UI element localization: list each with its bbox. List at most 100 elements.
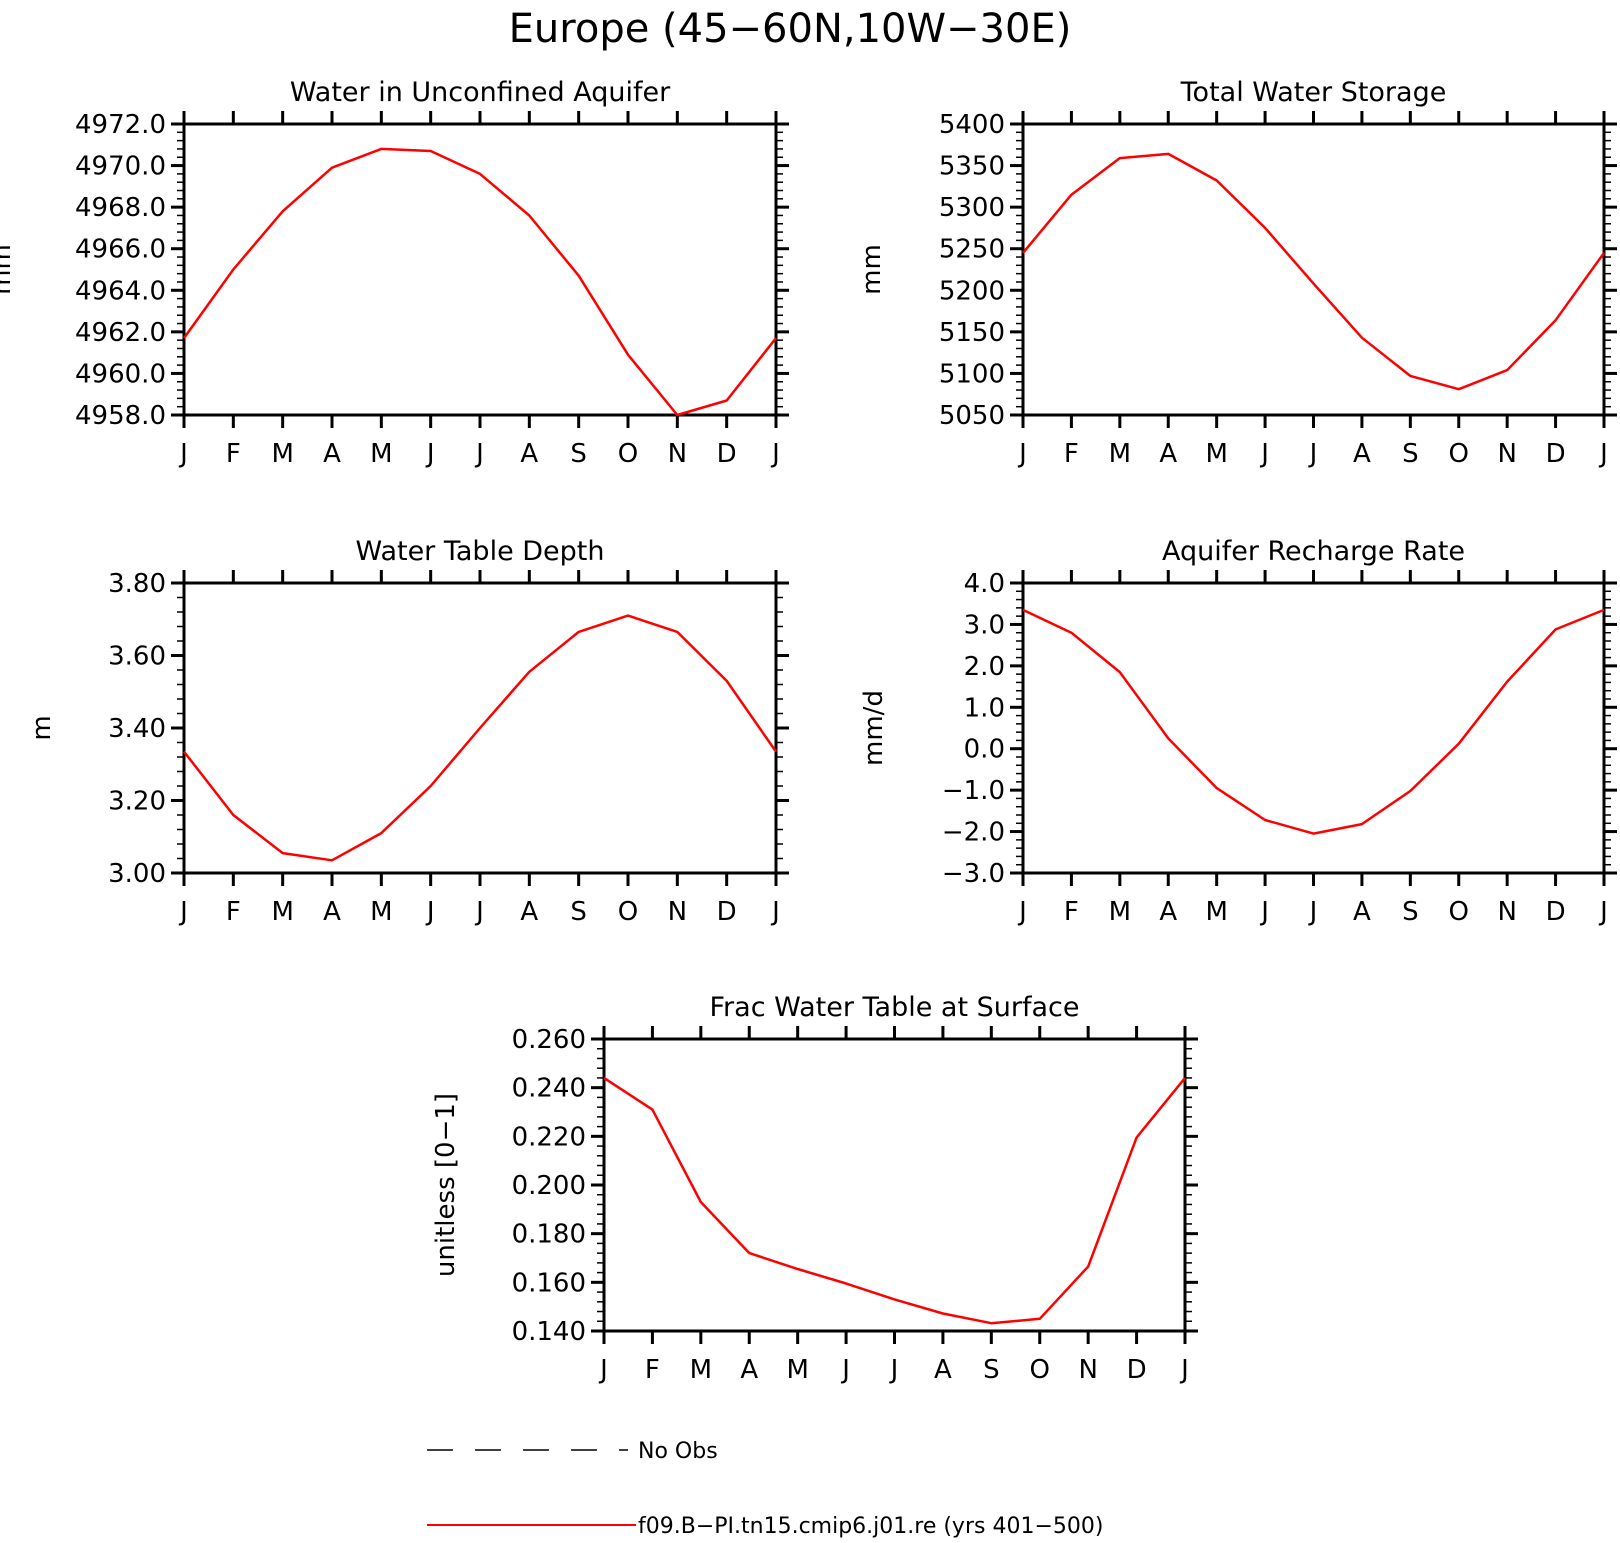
panel-title: Water Table Depth	[355, 536, 604, 567]
y-tick-label: 5100	[939, 359, 1005, 389]
y-tick-label: 0.140	[512, 1317, 586, 1347]
figure-title: Europe (45−60N,10W−30E)	[509, 6, 1072, 52]
plot-frame	[182, 122, 778, 417]
x-tick-label: A	[934, 1355, 952, 1385]
x-tick-label: M	[271, 897, 293, 927]
y-tick-label: 3.20	[108, 787, 166, 817]
x-tick-label: J	[840, 1355, 850, 1385]
x-tick-label: J	[1017, 439, 1027, 469]
x-tick-label: D	[1546, 439, 1566, 469]
x-tick-label: S	[570, 897, 587, 927]
y-tick-label: 5250	[939, 235, 1005, 265]
x-tick-label: J	[178, 439, 188, 469]
x-tick-label: M	[370, 439, 392, 469]
y-tick-label: 3.40	[108, 714, 166, 744]
x-tick-label: A	[740, 1355, 758, 1385]
x-tick-label: O	[618, 897, 638, 927]
y-axis-label: m	[27, 715, 57, 740]
x-tick-label: M	[690, 1355, 712, 1385]
y-tick-label: 4958.0	[75, 401, 166, 431]
y-tick-label: 5350	[939, 152, 1005, 182]
y-tick-label: 4960.0	[75, 359, 166, 389]
x-tick-label: J	[1598, 439, 1608, 469]
x-tick-label: J	[889, 1355, 899, 1385]
x-tick-label: N	[1497, 439, 1516, 469]
y-tick-label: 0.240	[512, 1074, 586, 1104]
y-tick-label: 4.0	[964, 569, 1005, 599]
legend-obs-label: No Obs	[638, 1439, 718, 1464]
x-tick-label: S	[983, 1355, 1000, 1385]
x-tick-label: F	[226, 897, 241, 927]
y-tick-label: 0.220	[512, 1122, 586, 1152]
x-tick-label: D	[1546, 897, 1566, 927]
panel-title: Aquifer Recharge Rate	[1162, 536, 1465, 567]
x-tick-label: D	[717, 897, 737, 927]
x-tick-label: A	[323, 439, 341, 469]
x-tick-label: M	[1205, 897, 1227, 927]
x-tick-label: A	[520, 897, 538, 927]
y-tick-label: 4964.0	[75, 276, 166, 306]
y-tick-label: 0.260	[512, 1025, 586, 1055]
x-tick-label: J	[770, 439, 780, 469]
x-tick-label: S	[1402, 439, 1419, 469]
y-tick-label: −3.0	[942, 859, 1005, 889]
x-tick-label: A	[1159, 439, 1177, 469]
x-tick-label: J	[1179, 1355, 1189, 1385]
plot-frame	[1021, 122, 1606, 417]
x-tick-label: M	[1109, 897, 1131, 927]
x-tick-label: M	[370, 897, 392, 927]
panel-title: Frac Water Table at Surface	[709, 992, 1079, 1023]
series-line	[603, 1076, 1186, 1325]
y-axis-label: mm	[857, 244, 887, 295]
y-tick-label: 5050	[939, 401, 1005, 431]
x-tick-label: J	[425, 439, 435, 469]
x-tick-label: J	[598, 1355, 608, 1385]
y-tick-label: 3.80	[108, 569, 166, 599]
x-tick-label: J	[1017, 897, 1027, 927]
y-tick-label: 0.200	[512, 1171, 586, 1201]
legend: No Obs f09.B−PI.tn15.cmip6.j01.re (yrs 4…	[427, 1439, 1103, 1539]
y-axis-label: mm	[0, 244, 17, 295]
x-tick-label: M	[786, 1355, 808, 1385]
y-tick-label: 0.160	[512, 1268, 586, 1298]
panel-title: Water in Unconfined Aquifer	[290, 77, 671, 108]
y-tick-label: 3.60	[108, 642, 166, 672]
x-tick-label: J	[474, 897, 484, 927]
x-tick-label: M	[1109, 439, 1131, 469]
y-tick-label: 4968.0	[75, 193, 166, 223]
x-tick-label: F	[1064, 439, 1079, 469]
x-tick-label: F	[226, 439, 241, 469]
y-axis-label: mm/d	[859, 690, 889, 766]
x-tick-label: N	[1497, 897, 1516, 927]
x-tick-label: J	[425, 897, 435, 927]
x-tick-label: J	[178, 897, 188, 927]
legend-model-label: f09.B−PI.tn15.cmip6.j01.re (yrs 401−500)	[638, 1514, 1103, 1539]
x-tick-label: J	[770, 897, 780, 927]
x-tick-label: J	[1308, 439, 1318, 469]
x-tick-label: O	[1449, 439, 1469, 469]
y-tick-label: −2.0	[942, 818, 1005, 848]
x-tick-label: F	[645, 1355, 660, 1385]
x-tick-label: F	[1064, 897, 1079, 927]
y-tick-label: 5200	[939, 276, 1005, 306]
x-tick-label: S	[570, 439, 587, 469]
series-line	[1022, 152, 1606, 391]
series-line	[182, 147, 777, 417]
x-tick-label: J	[1259, 439, 1269, 469]
x-tick-label: O	[1449, 897, 1469, 927]
y-axis-label: unitless [0−1]	[431, 1093, 461, 1277]
y-tick-label: 4970.0	[75, 152, 166, 182]
x-tick-label: A	[1159, 897, 1177, 927]
y-tick-label: 4972.0	[75, 110, 166, 140]
y-tick-label: 0.0	[964, 735, 1005, 765]
x-tick-label: A	[1353, 439, 1371, 469]
x-tick-label: J	[1259, 897, 1269, 927]
x-tick-label: S	[1402, 897, 1419, 927]
panel-title: Total Water Storage	[1180, 77, 1447, 108]
y-tick-label: 1.0	[964, 693, 1005, 723]
